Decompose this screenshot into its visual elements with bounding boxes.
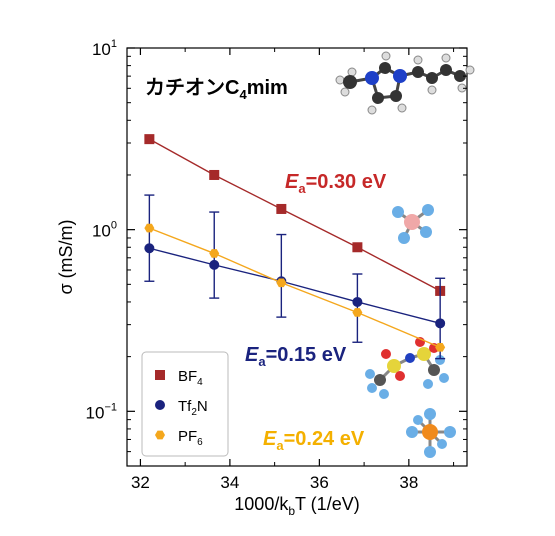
annotation-tf2n-sub: a — [258, 354, 266, 369]
annotation-tf2n-label: E — [245, 344, 259, 366]
annotation-pf6-sub: a — [276, 438, 284, 453]
plot-frame — [126, 47, 468, 467]
legend-marker-tf2n — [155, 400, 165, 410]
annotation-pf6-value: =0.24 eV — [284, 428, 365, 450]
annotation-bf4-sub: a — [298, 181, 306, 196]
pf6-molecule-icon — [406, 408, 456, 458]
x-tick-label: 34 — [220, 473, 239, 492]
x-tick-label: 36 — [310, 473, 329, 492]
legend-label-pf6: PF6 — [178, 428, 203, 448]
x-tick-label: 32 — [131, 473, 150, 492]
point-bf4 — [352, 242, 363, 253]
legend: BF4 Tf2N PF6 — [141, 351, 229, 457]
axes-layer: 32 34 36 38 101 100 10−1 — [86, 38, 467, 492]
point-pf6 — [435, 343, 446, 352]
series-layer — [144, 134, 446, 360]
point-pf6 — [144, 223, 155, 233]
point-tf2n — [144, 243, 155, 254]
x-axis-title-main: 1000/k — [234, 494, 289, 514]
legend-label-tf2n: Tf2N — [178, 398, 208, 418]
x-axis-title-sub: b — [288, 504, 295, 518]
y-tick-label: 10−1 — [86, 401, 117, 422]
chart-title-main: カチオンC — [145, 77, 239, 99]
legend-label-pf6-main: PF — [178, 428, 197, 445]
legend-label-bf4-main: BF — [178, 368, 197, 385]
annotation-tf2n-value: =0.15 eV — [266, 344, 347, 366]
point-pf6 — [209, 249, 220, 258]
annotation-tf2n: Ea=0.15 eV — [245, 344, 347, 369]
legend-label-pf6-sub: 6 — [197, 437, 203, 448]
legend-label-tf2n-sub: 2 — [191, 407, 197, 418]
tf2n-molecule-icon — [365, 337, 449, 399]
point-tf2n — [209, 259, 220, 270]
x-axis-title-tail: T (1/eV) — [295, 494, 360, 514]
bf4-molecule-icon — [392, 204, 434, 244]
legend-marker-pf6 — [155, 430, 165, 440]
cation-molecule-icon — [335, 51, 475, 115]
annotation-pf6: Ea=0.24 eV — [263, 428, 365, 453]
series-pf6 — [144, 223, 446, 352]
series-line-pf6 — [149, 227, 441, 348]
series-tf2n — [144, 194, 446, 360]
series-line-tf2n — [149, 247, 441, 325]
point-tf2n — [352, 296, 363, 307]
annotation-bf4: Ea=0.30 eV — [285, 171, 387, 196]
legend-label-bf4: BF4 — [178, 368, 203, 388]
point-bf4 — [276, 203, 287, 214]
point-tf2n — [435, 318, 446, 329]
x-tick-label: 38 — [399, 473, 418, 492]
y-axis-title: σ (mS/m) — [56, 219, 76, 294]
point-bf4 — [209, 169, 220, 180]
legend-label-tf2n-main: Tf — [178, 398, 192, 415]
legend-label-tf2n-tail: N — [197, 398, 208, 415]
point-pf6 — [276, 278, 287, 288]
legend-marker-bf4 — [155, 370, 165, 380]
point-bf4 — [144, 134, 155, 145]
annotation-bf4-label: E — [285, 171, 299, 193]
annotation-pf6-label: E — [263, 428, 277, 450]
chart-title-tail: mim — [247, 77, 288, 99]
legend-label-bf4-sub: 4 — [197, 377, 203, 388]
chart-title: カチオンC4mim — [145, 77, 288, 102]
point-pf6 — [352, 308, 363, 317]
y-tick-label: 100 — [92, 220, 117, 241]
annotation-bf4-value: =0.30 eV — [306, 171, 387, 193]
x-axis-title: 1000/kbT (1/eV) — [234, 494, 359, 518]
chart-title-sub: 4 — [239, 87, 247, 102]
y-tick-label: 101 — [92, 38, 117, 59]
